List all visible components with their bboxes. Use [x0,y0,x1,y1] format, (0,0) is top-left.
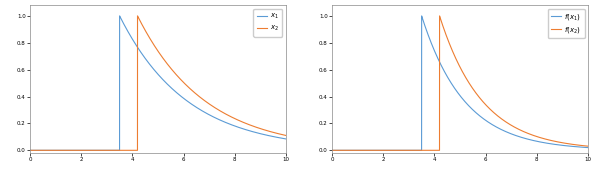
Legend: $f(x_1)$, $f(x_2)$: $f(x_1)$, $f(x_2)$ [548,8,584,38]
Legend: $x_1$, $x_2$: $x_1$, $x_2$ [253,8,283,37]
